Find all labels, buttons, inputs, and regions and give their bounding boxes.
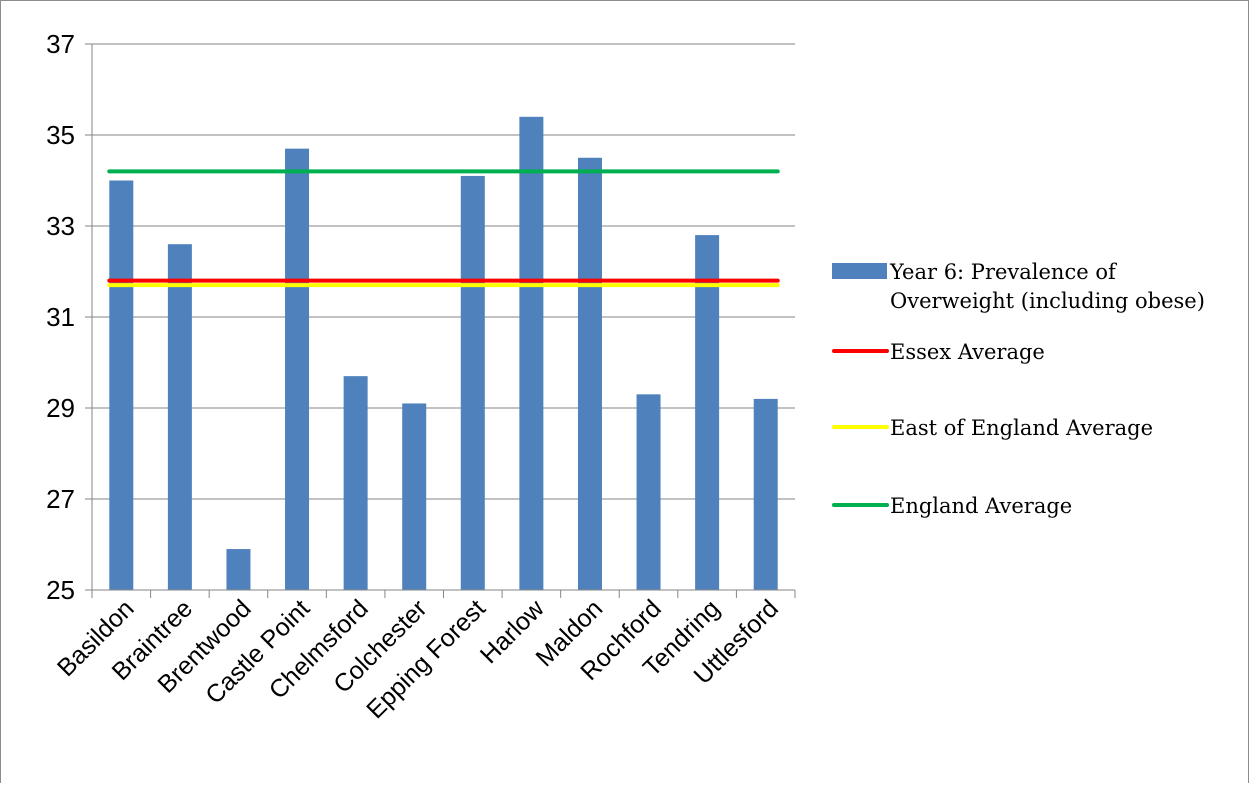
y-tick-label: 27	[46, 484, 75, 514]
y-tick-labels: 25 27 29 31 33 35 37	[46, 29, 75, 605]
bar-epping-forest	[460, 175, 485, 590]
y-tick-label: 25	[46, 575, 75, 605]
legend-label: Year 6: Prevalence of Overweight (includi…	[889, 260, 1205, 313]
legend-label: East of England Average	[890, 416, 1153, 440]
bar-braintree	[167, 244, 192, 590]
y-tick-label: 35	[46, 120, 75, 150]
bar-basildon	[109, 180, 134, 590]
average-lines	[107, 169, 780, 288]
gridlines	[92, 43, 795, 500]
axes	[85, 43, 796, 598]
y-tick-label: 33	[46, 211, 75, 241]
bar-maldon	[577, 157, 602, 590]
y-tick-label: 37	[46, 29, 75, 59]
legend-item-essex-average: Essex Average	[832, 340, 1045, 364]
bar-colchester	[402, 403, 427, 590]
bar-rochford	[636, 394, 661, 590]
legend-item-england-average: England Average	[832, 494, 1072, 518]
legend-item-east-of-england-average: East of England Average	[832, 416, 1153, 440]
legend-label: Essex Average	[890, 340, 1045, 364]
y-tick-label: 31	[46, 302, 75, 332]
bar-chelmsford	[343, 376, 368, 590]
legend-key	[832, 263, 887, 279]
legend: Year 6: Prevalence of Overweight (includi…	[832, 260, 1205, 518]
legend-item-year-6-prevalence-of-overweight-including-obese: Year 6: Prevalence of Overweight (includi…	[832, 260, 1205, 313]
bar-tendring	[695, 235, 720, 590]
bar-harlow	[519, 116, 544, 591]
bar-uttlesford	[753, 398, 778, 590]
bars	[109, 116, 778, 591]
y-tick-label: 29	[46, 393, 75, 423]
bar-castle-point	[285, 148, 310, 590]
legend-label: England Average	[890, 494, 1072, 518]
bar-brentwood	[226, 549, 251, 590]
